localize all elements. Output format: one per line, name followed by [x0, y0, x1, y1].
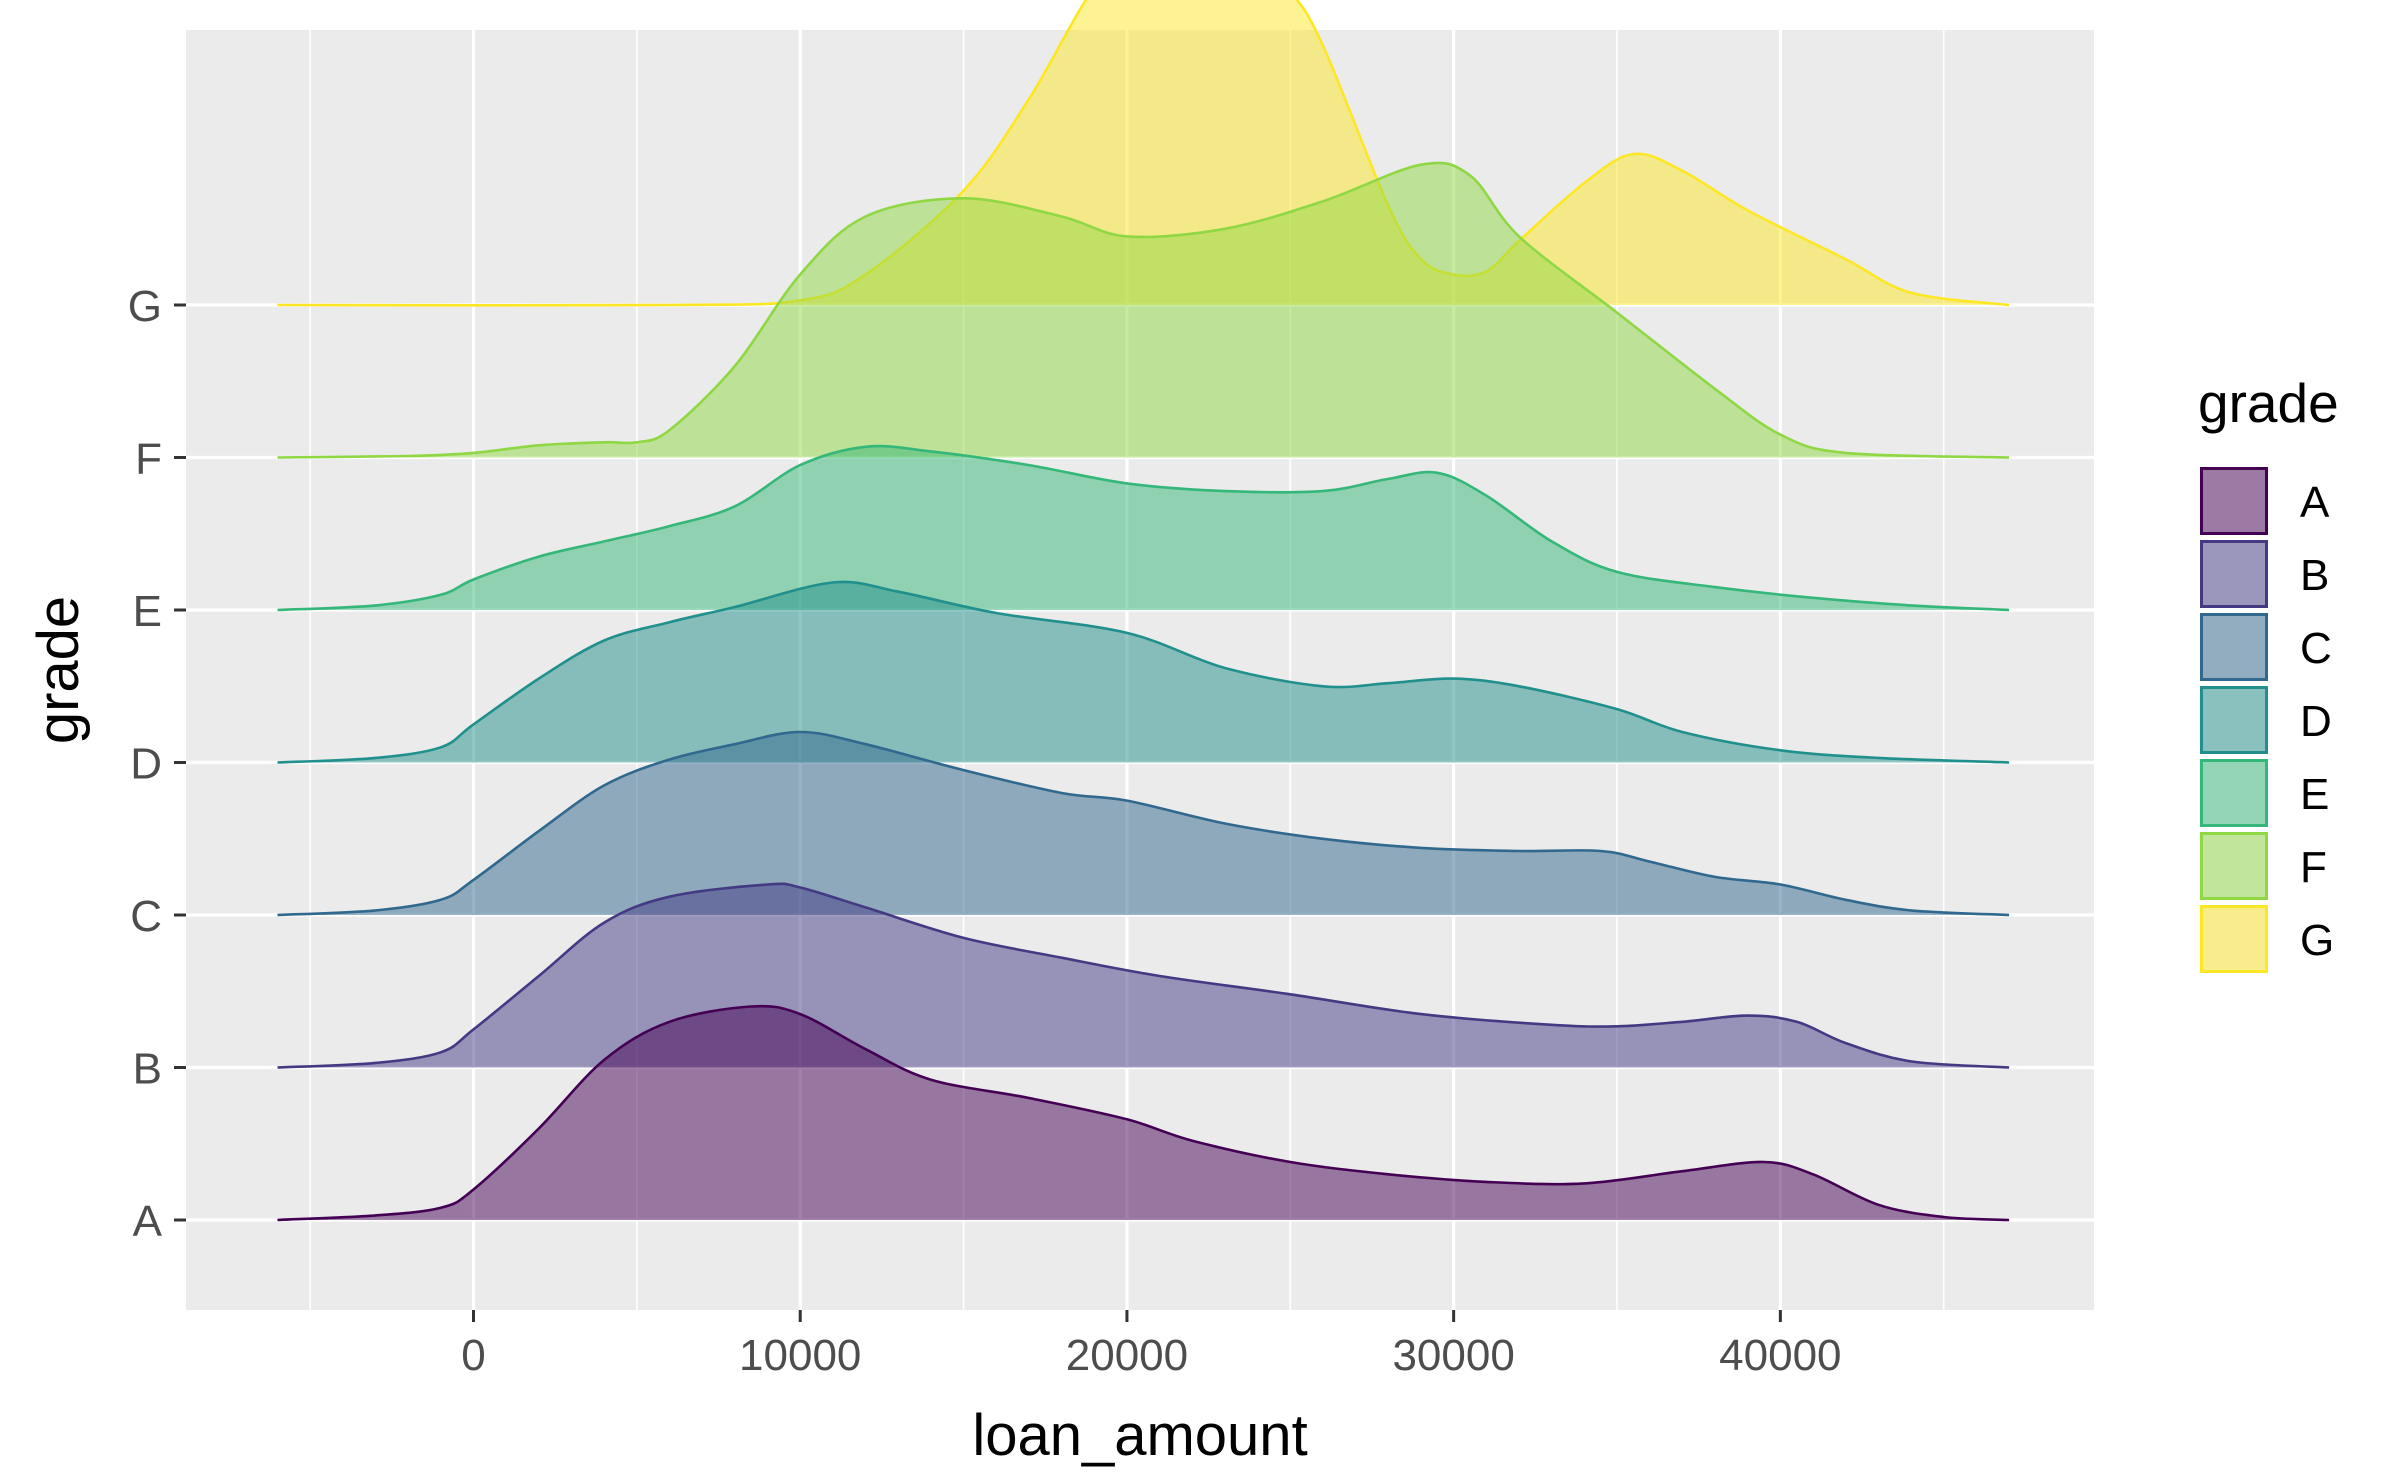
y-tick-label: A	[133, 1197, 163, 1246]
legend-swatch	[2200, 467, 2268, 535]
legend-item-C: C	[2200, 613, 2332, 681]
ridge-fill-F	[277, 162, 2010, 458]
legend-swatch	[2200, 540, 2268, 608]
legend-swatch	[2200, 759, 2268, 827]
density-ridges	[277, 0, 2010, 1222]
ridge-line-E	[277, 444, 2010, 612]
y-tick-label: F	[135, 435, 162, 484]
ridge-line-D	[277, 580, 2010, 764]
x-tick-label: 0	[461, 1331, 485, 1380]
legend-swatch	[2200, 686, 2268, 754]
ridge-fill-E	[277, 446, 2010, 610]
legend-item-G: G	[2200, 905, 2334, 973]
legend-label: B	[2300, 551, 2329, 600]
ridge-fill-C	[277, 732, 2010, 915]
legend-item-E: E	[2200, 759, 2329, 827]
ridge-line-F	[277, 161, 2010, 459]
legend-title: grade	[2198, 372, 2339, 434]
x-axis: 0 10000 20000 30000 40000	[461, 1310, 1842, 1380]
legend-item-D: D	[2200, 686, 2332, 754]
y-tick-label: C	[130, 892, 162, 941]
y-tick-label: B	[133, 1045, 162, 1094]
legend-label: F	[2300, 843, 2327, 892]
legend-label: E	[2300, 770, 2329, 819]
legend-label: G	[2300, 916, 2334, 965]
y-tick-label: D	[130, 740, 162, 789]
ridge-line-B	[277, 882, 2010, 1069]
legend-swatch	[2200, 905, 2268, 973]
x-tick-label: 30000	[1392, 1331, 1514, 1380]
ridge-line-C	[277, 730, 2010, 917]
y-tick-label: E	[133, 587, 162, 636]
ridge-C	[277, 730, 2010, 917]
y-tick-label: G	[128, 282, 162, 331]
legend-label: D	[2300, 697, 2332, 746]
ridge-fill-A	[277, 1006, 2010, 1220]
y-axis: A B C D E F G	[128, 282, 186, 1246]
legend-label: C	[2300, 624, 2332, 673]
y-axis-title: grade	[26, 596, 91, 744]
ridge-E	[277, 444, 2010, 612]
ridge-D	[277, 580, 2010, 764]
x-tick-label: 10000	[739, 1331, 861, 1380]
x-tick-label: 20000	[1066, 1331, 1188, 1380]
legend-swatch	[2200, 832, 2268, 900]
ridge-line-A	[277, 1004, 2010, 1222]
ridge-fill-G	[277, 0, 2010, 306]
legend-item-A: A	[2200, 467, 2330, 535]
ridge-F	[277, 161, 2010, 459]
ridge-fill-D	[277, 581, 2010, 763]
ridge-A	[277, 1004, 2010, 1222]
legend-label: A	[2300, 478, 2330, 527]
x-tick-label: 40000	[1719, 1331, 1841, 1380]
legend-swatch	[2200, 613, 2268, 681]
legend-item-F: F	[2200, 832, 2327, 900]
x-axis-title: loan_amount	[972, 1403, 1307, 1468]
legend-item-B: B	[2200, 540, 2329, 608]
